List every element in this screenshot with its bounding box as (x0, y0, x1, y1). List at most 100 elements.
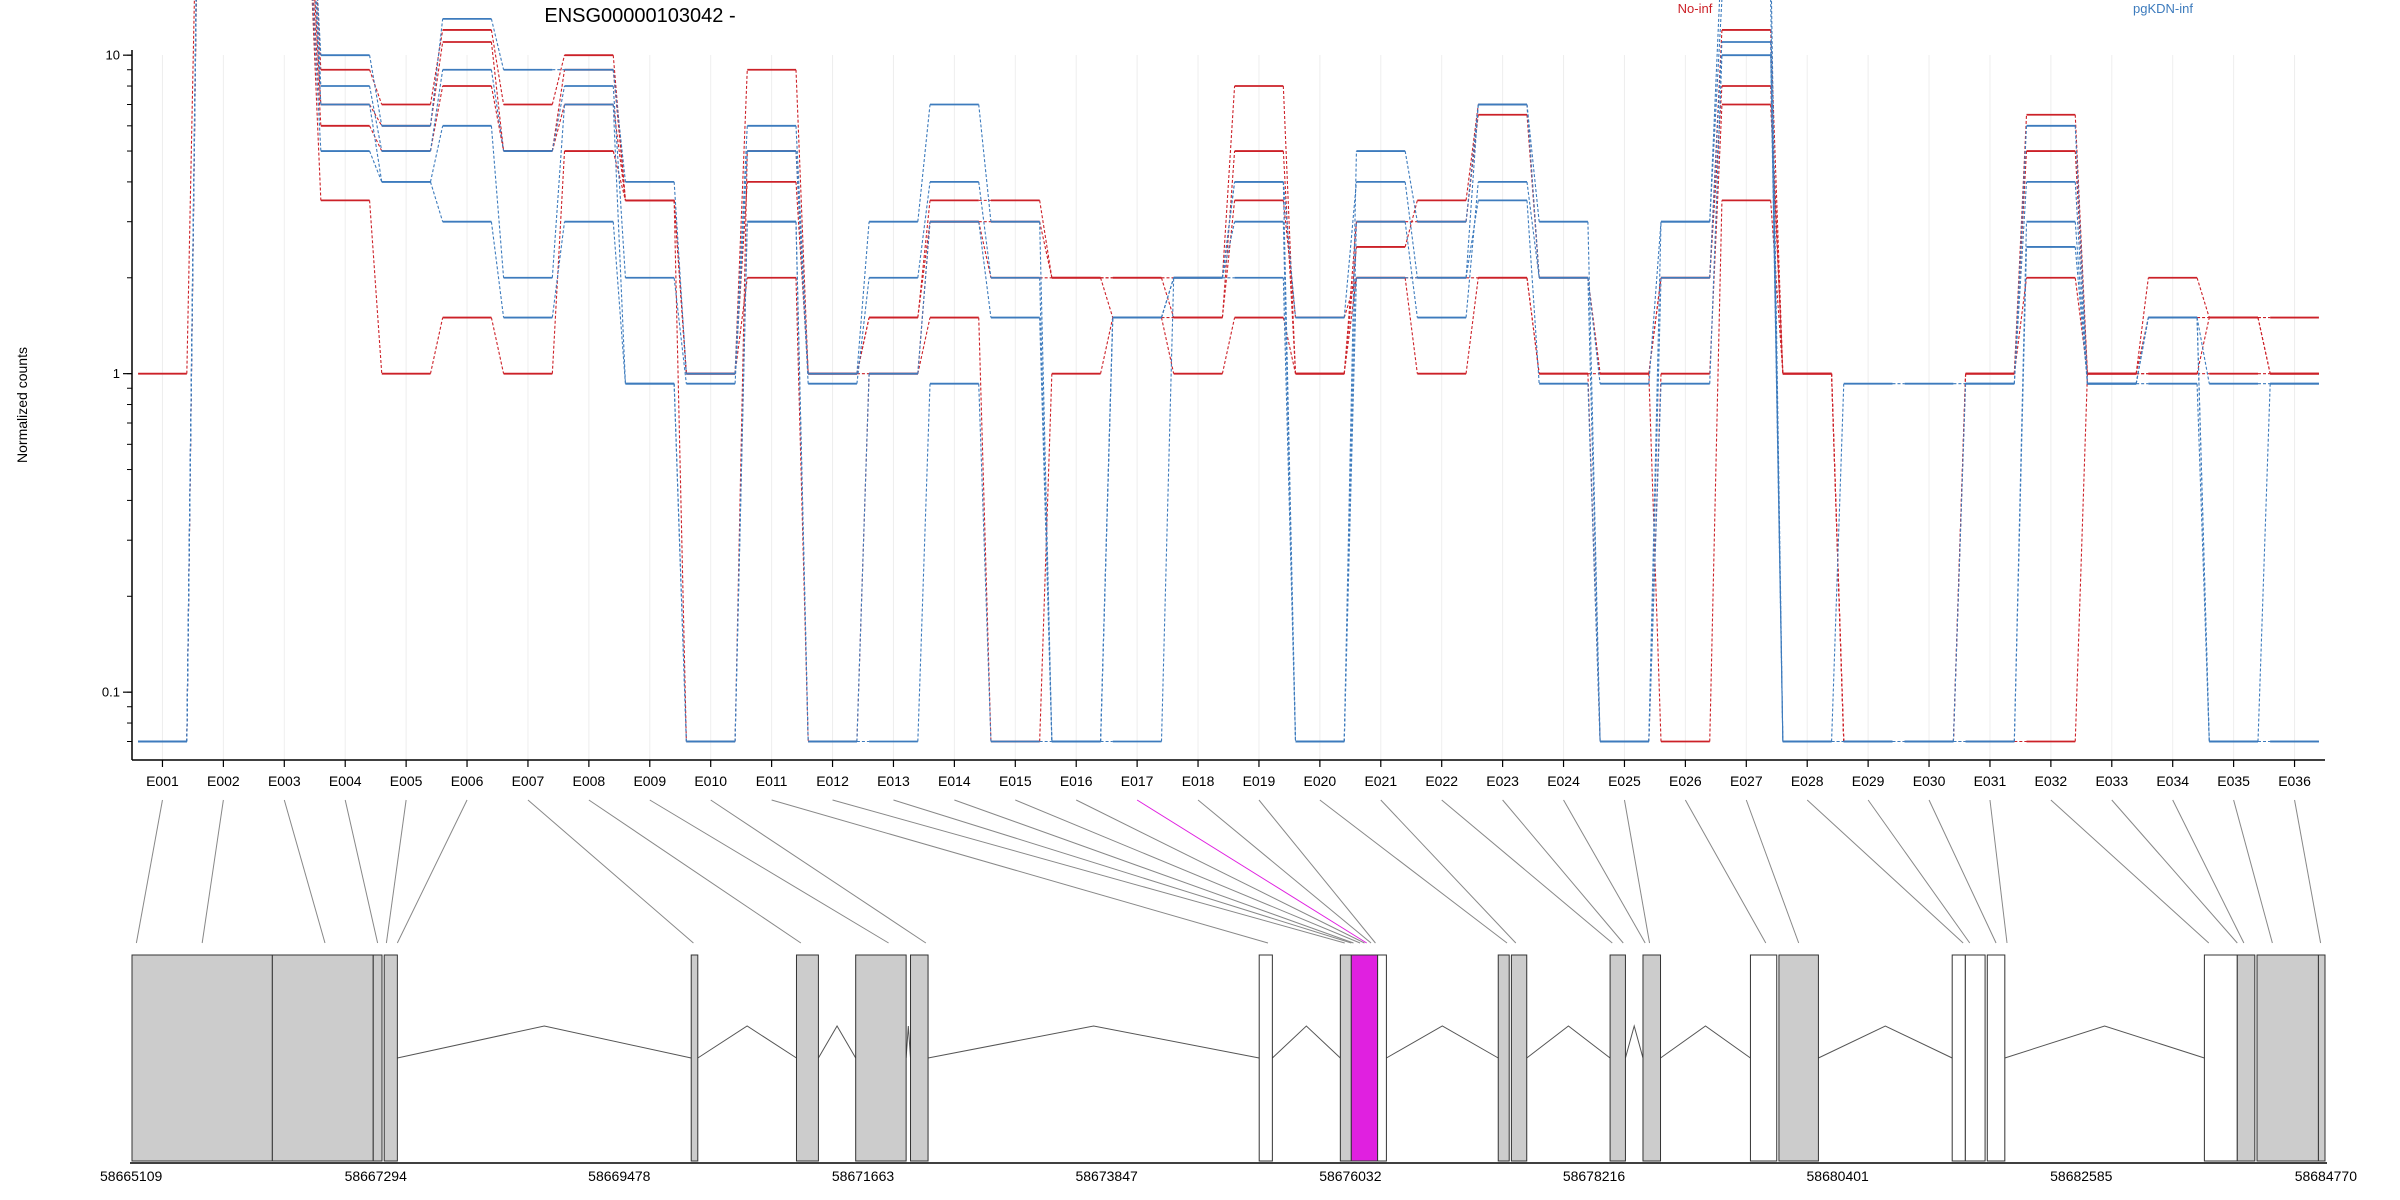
series-7-pgkdn-inf (138, 0, 2319, 743)
series-transition (2196, 317, 2210, 742)
series-transition (429, 41, 444, 126)
series-transition (673, 383, 687, 742)
series-transition (1404, 150, 1418, 222)
genomic-coordinate-label: 58673847 (1075, 1168, 1138, 1184)
exon-connectors (135, 799, 2322, 944)
connector-e031 (1989, 799, 2008, 944)
series-transition (2074, 125, 2088, 384)
series-transition (612, 85, 626, 278)
x-tick-label-e021: E021 (1364, 773, 1397, 789)
series-transition (2135, 317, 2149, 384)
series-transition (1404, 221, 1418, 318)
series-transition (1404, 181, 1418, 278)
x-tick-label-e017: E017 (1121, 773, 1154, 789)
series-transition (734, 151, 748, 384)
connector-e035 (2233, 799, 2273, 944)
series-transition (429, 69, 444, 152)
series-transition (2074, 373, 2088, 742)
series-transition (186, 0, 195, 374)
genomic-coordinate-label: 58669478 (588, 1168, 651, 1184)
series-transition (1465, 181, 1479, 318)
x-tick-label-e034: E034 (2156, 773, 2189, 789)
connector-e012 (832, 799, 1345, 944)
connector-e010 (710, 799, 927, 944)
series-transition (1526, 181, 1540, 278)
series-transition (1465, 277, 1479, 374)
series-8-pgkdn-inf (138, 0, 2319, 743)
x-tick-label-e025: E025 (1608, 773, 1641, 789)
connector-e008 (588, 799, 802, 944)
x-tick-label-e012: E012 (816, 773, 849, 789)
series-3-no-inf (138, 0, 2319, 743)
x-tick-label-e035: E035 (2217, 773, 2250, 789)
x-tick-label-e032: E032 (2035, 773, 2068, 789)
series-transition (734, 125, 748, 374)
series-transition (917, 221, 931, 374)
series-transition (1709, 0, 1723, 222)
series-transition (2257, 317, 2271, 374)
connector-e017 (1136, 799, 1367, 944)
series-transition (795, 221, 809, 742)
genomic-coordinate-label: 58667294 (345, 1168, 408, 1184)
series-transition (1648, 277, 1662, 742)
series-4-no-inf (138, 0, 2319, 743)
x-tick-label-e015: E015 (999, 773, 1032, 789)
series-transition (490, 18, 505, 70)
series-transition (612, 104, 626, 201)
series-transition (856, 317, 870, 374)
series-transition (551, 104, 566, 278)
connector-e030 (1928, 799, 1997, 944)
exon-box (131, 954, 273, 1162)
genomic-coordinate-label: 58678216 (1563, 1168, 1626, 1184)
series-transition (1770, 41, 1784, 742)
series-transition (978, 317, 992, 742)
connector-e009 (649, 799, 889, 944)
exon-box (1609, 954, 1626, 1162)
exon-box (372, 954, 383, 1162)
exon-box (855, 954, 907, 1162)
series-transition (1648, 221, 1662, 384)
series-transition (551, 69, 566, 152)
series-transition (856, 373, 870, 742)
series-transition (2257, 317, 2271, 374)
connector-e014 (954, 799, 1354, 944)
connector-e027 (1745, 799, 1800, 944)
connector-e005 (385, 799, 407, 944)
series-transition (795, 69, 809, 374)
series-transition (1404, 277, 1418, 374)
connector-e020 (1319, 799, 1508, 944)
y-tick-label: 10 (106, 48, 120, 63)
series-transition (315, 0, 322, 87)
series-transition (1282, 86, 1297, 374)
series-transition (2196, 277, 2210, 318)
exon-box (1258, 954, 1273, 1162)
connector-e002 (201, 799, 224, 944)
exon-box (1642, 954, 1662, 1162)
series-transition (551, 85, 566, 152)
series-transition (1343, 277, 1357, 318)
series-transition (673, 200, 687, 742)
series-transition (1709, 200, 1723, 742)
x-tick-label-e020: E020 (1304, 773, 1337, 789)
series-transition (490, 317, 505, 374)
series-transition (1770, 55, 1784, 742)
series-transition (612, 150, 626, 201)
series-transition (1526, 200, 1540, 384)
series-transition (2196, 317, 2210, 374)
connector-e003 (283, 799, 326, 944)
y-tick-label: 0.1 (102, 685, 120, 700)
connector-e036 (2294, 799, 2322, 944)
connector-e029 (1867, 799, 1971, 944)
x-tick-label-e011: E011 (756, 773, 788, 789)
x-tick-label-e007: E007 (512, 773, 545, 789)
series-transition (2013, 246, 2028, 742)
series-transition (978, 181, 992, 278)
y-tick-label: 1 (113, 366, 120, 381)
connector-e004 (344, 799, 379, 944)
series-transition (1160, 277, 1175, 318)
series-transition (734, 221, 748, 742)
series-transition (2074, 246, 2088, 384)
genomic-coordinate-label: 58671663 (832, 1168, 895, 1184)
series-transition (612, 221, 626, 384)
